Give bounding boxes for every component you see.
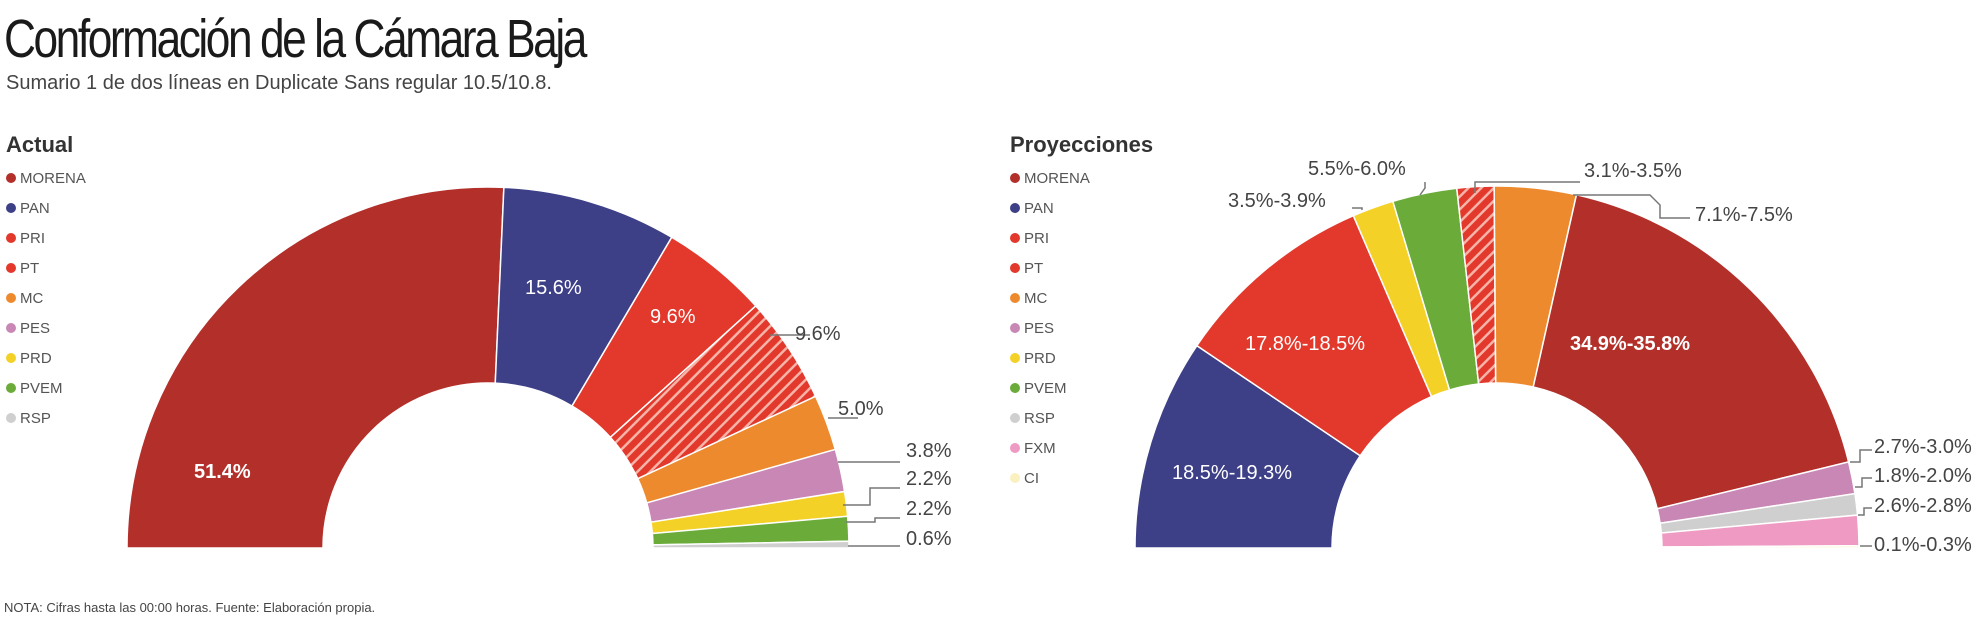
- legend-label: PES: [1024, 319, 1055, 337]
- footnote: NOTA: Cifras hasta las 00:00 horas. Fuen…: [4, 600, 376, 615]
- legend-dot-icon: [1010, 233, 1020, 243]
- data-label: 18.5%-19.3%: [1172, 462, 1293, 484]
- legend-dot-icon: [6, 293, 16, 303]
- legend-item-morena: MORENA: [6, 163, 86, 193]
- data-label: 9.6%: [650, 306, 696, 328]
- legend-dot-icon: [1010, 203, 1020, 213]
- data-label: 7.1%-7.5%: [1695, 204, 1793, 226]
- legend-dot-icon: [1010, 443, 1020, 453]
- legend-dot-icon: [6, 173, 16, 183]
- slice-morena: [1532, 193, 1850, 510]
- legend-item-prd: PRD: [1010, 343, 1090, 373]
- legend-item-ci: CI: [1010, 463, 1090, 493]
- slice-rsp: [652, 540, 850, 549]
- legend-dot-icon: [1010, 323, 1020, 333]
- data-label: 15.6%: [525, 277, 582, 299]
- legend-label: RSP: [20, 409, 51, 427]
- data-label: 1.8%-2.0%: [1874, 465, 1972, 487]
- legend-label: PRD: [1024, 349, 1056, 367]
- proyecciones-heading: Proyecciones: [1010, 132, 1154, 157]
- legend-item-pan: PAN: [1010, 193, 1090, 223]
- data-label: 2.2%: [906, 468, 952, 490]
- legend-item-morena: MORENA: [1010, 163, 1090, 193]
- legend-item-pt: PT: [6, 253, 86, 283]
- legend-dot-icon: [1010, 293, 1020, 303]
- legend-label: PRD: [20, 349, 52, 367]
- data-label: 0.1%-0.3%: [1874, 534, 1972, 556]
- legend-dot-icon: [1010, 413, 1020, 423]
- legend-dot-icon: [1010, 383, 1020, 393]
- legend-actual: MORENA PAN PRI PT MC PES PRD PVEM RSP: [6, 163, 86, 433]
- legend-item-prd: PRD: [6, 343, 86, 373]
- slice-ci: [1661, 544, 1860, 549]
- legend-dot-icon: [1010, 473, 1020, 483]
- data-label: 3.1%-3.5%: [1584, 160, 1682, 182]
- legend-item-pes: PES: [1010, 313, 1090, 343]
- legend-item-mc: MC: [1010, 283, 1090, 313]
- legend-label: PAN: [20, 199, 50, 217]
- data-label: 0.6%: [906, 528, 952, 550]
- legend-label: PVEM: [20, 379, 63, 397]
- slice-pri: [1195, 214, 1433, 457]
- data-label: 34.9%-35.8%: [1570, 333, 1691, 355]
- legend-label: PRI: [20, 229, 46, 247]
- legend-dot-icon: [6, 383, 16, 393]
- data-label: 3.8%: [906, 440, 952, 462]
- legend-dot-icon: [6, 263, 16, 273]
- data-label: 5.5%-6.0%: [1308, 158, 1406, 180]
- legend-label: RSP: [1024, 409, 1055, 427]
- data-label: 2.2%: [906, 498, 952, 520]
- legend-item-pan: PAN: [6, 193, 86, 223]
- legend-label: PT: [1024, 259, 1044, 277]
- slice-morena: [126, 186, 505, 549]
- data-label: 51.4%: [194, 461, 251, 483]
- legend-item-pri: PRI: [1010, 223, 1090, 253]
- legend-item-rsp: RSP: [6, 403, 86, 433]
- legend-label: PRI: [1024, 229, 1050, 247]
- data-label: 2.7%-3.0%: [1874, 436, 1972, 458]
- data-label: 3.5%-3.9%: [1228, 190, 1326, 212]
- legend-item-pri: PRI: [6, 223, 86, 253]
- legend-item-pvem: PVEM: [1010, 373, 1090, 403]
- legend-label: PAN: [1024, 199, 1054, 217]
- legend-label: PES: [20, 319, 51, 337]
- legend-dot-icon: [6, 323, 16, 333]
- legend-dot-icon: [6, 413, 16, 423]
- actual-heading: Actual: [6, 132, 74, 157]
- data-label: 5.0%: [838, 398, 884, 420]
- legend-label: FXM: [1024, 439, 1056, 457]
- legend-proyecciones: MORENA PAN PRI PT MC PES PRD PVEM RSP FXM CI: [1010, 163, 1090, 493]
- legend-dot-icon: [6, 203, 16, 213]
- leader-lines: [770, 181, 1872, 547]
- legend-label: PVEM: [1024, 379, 1067, 397]
- data-label: 9.6%: [795, 323, 841, 345]
- data-label: 17.8%-18.5%: [1245, 333, 1366, 355]
- legend-label: MC: [1024, 289, 1048, 307]
- legend-label: PT: [20, 259, 40, 277]
- legend-label: MC: [20, 289, 44, 307]
- legend-item-fxm: FXM: [1010, 433, 1090, 463]
- legend-label: MORENA: [20, 169, 86, 187]
- legend-label: MORENA: [1024, 169, 1090, 187]
- legend-dot-icon: [1010, 263, 1020, 273]
- legend-dot-icon: [6, 233, 16, 243]
- legend-item-mc: MC: [6, 283, 86, 313]
- subtitle: Sumario 1 de dos líneas en Duplicate San…: [6, 72, 552, 94]
- legend-item-pes: PES: [6, 313, 86, 343]
- legend-item-pvem: PVEM: [6, 373, 86, 403]
- legend-dot-icon: [6, 353, 16, 363]
- page-title: Conformación de la Cámara Baja: [4, 9, 587, 69]
- legend-dot-icon: [1010, 173, 1020, 183]
- legend-dot-icon: [1010, 353, 1020, 363]
- legend-item-pt: PT: [1010, 253, 1090, 283]
- legend-item-rsp: RSP: [1010, 403, 1090, 433]
- data-label: 2.6%-2.8%: [1874, 495, 1972, 517]
- legend-label: CI: [1024, 469, 1039, 487]
